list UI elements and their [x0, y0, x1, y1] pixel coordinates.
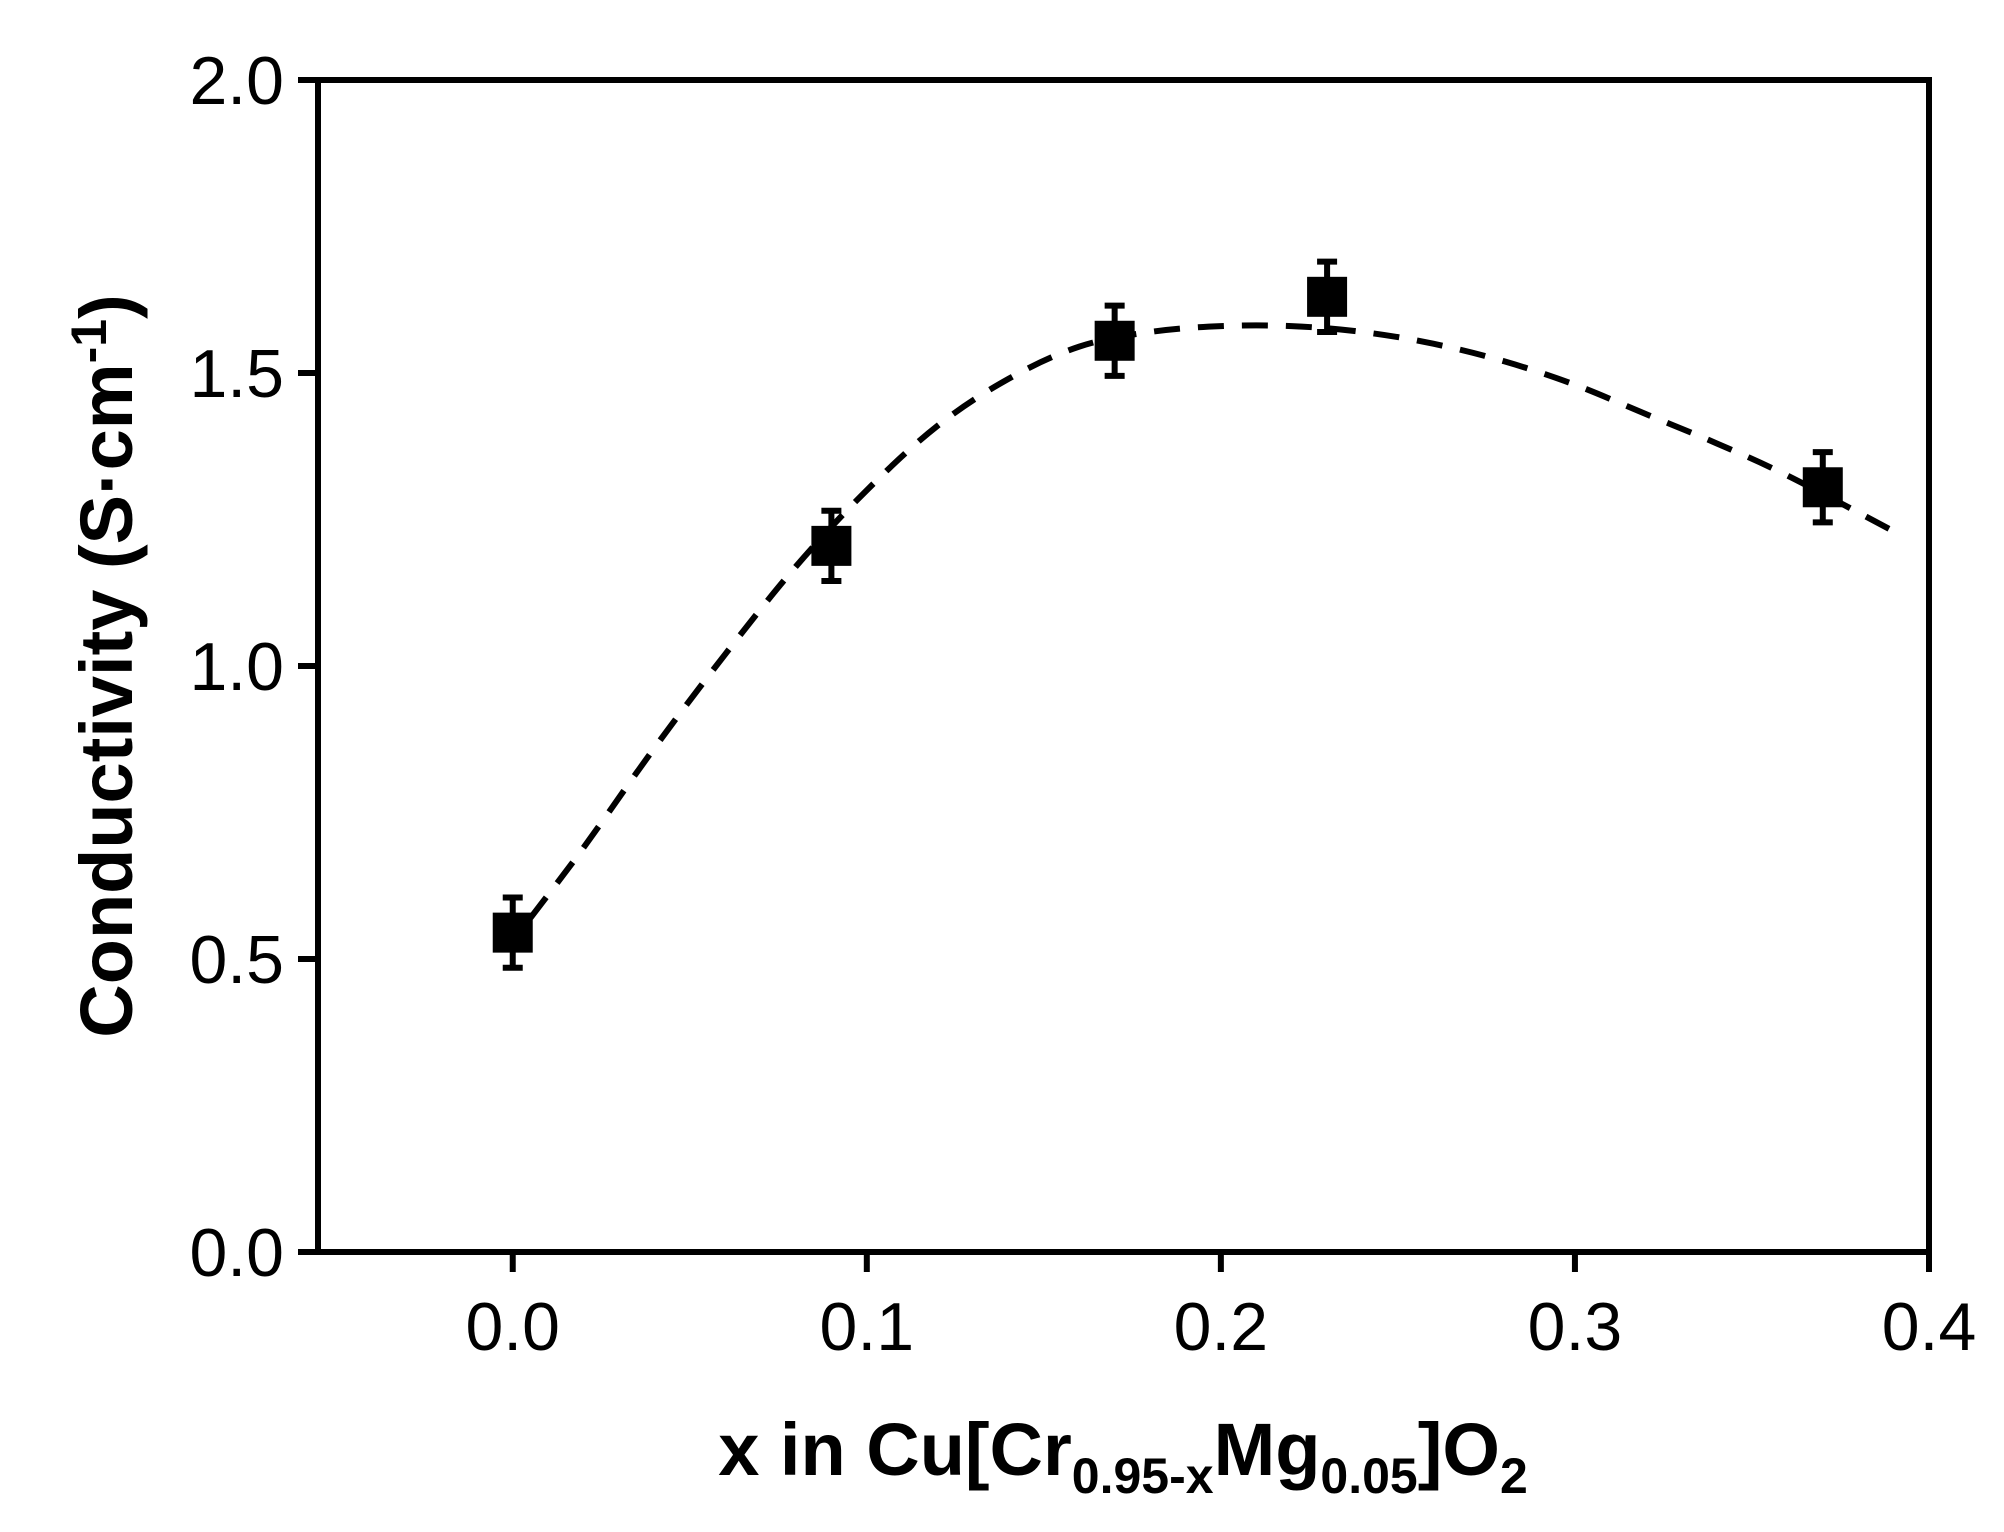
- fit-curve: [528, 322, 1895, 920]
- x-tick-label: 0.1: [820, 1289, 915, 1365]
- y-tick-label: 1.0: [189, 629, 284, 705]
- data-point: [1802, 449, 1843, 526]
- x-tick-label: 0.4: [1882, 1289, 1977, 1365]
- square-marker: [811, 525, 852, 566]
- data-point: [1094, 302, 1135, 379]
- x-axis-title: x in Cu[Cr0.95-xMg0.05]O2: [718, 1408, 1528, 1504]
- square-marker: [492, 912, 533, 953]
- x-tick-label: 0.3: [1528, 1289, 1623, 1365]
- square-marker: [1094, 320, 1135, 361]
- square-marker: [1802, 467, 1843, 508]
- axis-ticks: 0.0 0.1 0.2 0.3 0.4 0.0 0.5 1.0 1.5 2.0: [189, 43, 1976, 1365]
- y-tick-label: 2.0: [189, 43, 284, 119]
- x-tick-label: 0.0: [465, 1289, 560, 1365]
- data-point: [492, 894, 533, 971]
- data-points: [492, 258, 1843, 971]
- x-tick-label: 0.2: [1174, 1289, 1269, 1365]
- data-point: [811, 507, 852, 585]
- data-point: [1307, 258, 1348, 335]
- y-tick-label: 1.5: [189, 336, 284, 412]
- y-tick-label: 0.0: [189, 1215, 284, 1291]
- y-tick-label: 0.5: [189, 922, 284, 998]
- square-marker: [1307, 276, 1348, 317]
- plot-frame: [315, 77, 1932, 1255]
- y-axis-title: Conductivity (S·cm-1): [61, 294, 148, 1037]
